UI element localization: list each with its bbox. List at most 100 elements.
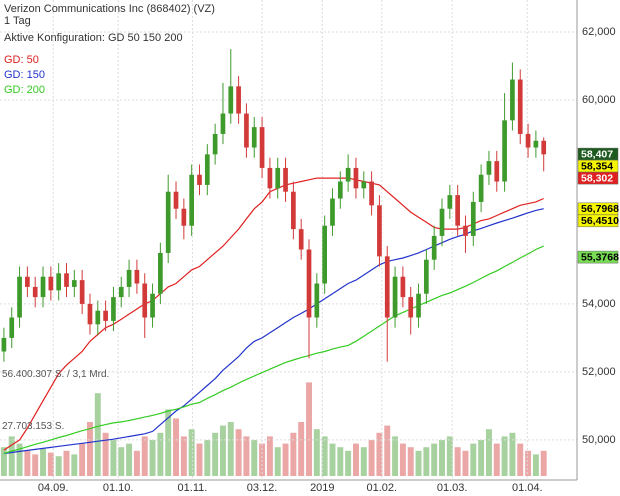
volume-bar [337,447,344,476]
moving-average-line [3,208,544,455]
volume-bar [55,456,62,476]
volume-bar [399,443,406,476]
moving-average-line [3,177,544,451]
volume-bar [133,450,140,476]
volume-bar [157,432,164,476]
x-tick-label: 03.12. [247,482,278,494]
volume-bar [352,443,359,476]
candle-body [283,167,288,192]
candle-body [1,337,7,352]
candle-body [32,286,38,298]
volume-bar [540,450,547,476]
volume-bar [462,450,469,476]
candle-body [103,310,108,321]
volume-tick-label: 27.703.153 S. [2,421,64,432]
volume-bar [439,440,445,476]
volume-bar [173,418,179,476]
volume-bar [478,440,485,476]
price-label-box [577,250,619,264]
candle-body [322,225,328,284]
price-label: 56,4510 [581,215,619,227]
volume-bar [360,447,367,476]
volume-bar [212,432,219,476]
candle-body [408,297,414,318]
price-label: 55,3768 [581,251,619,263]
candle-body [424,259,429,294]
candle-body [150,293,155,318]
volume-bar [509,432,516,476]
candle-body [525,133,531,148]
candle-body [369,181,374,206]
volume-bar [32,454,39,476]
candle-body [291,191,296,230]
candle-body [118,286,124,298]
chart-subtitle: 1 Tag [4,15,31,27]
candle-body [510,79,515,121]
candle-body [392,276,398,318]
volume-bar [485,429,492,476]
candle-body [48,276,54,291]
candle-layer [1,48,547,362]
candle-body [259,127,265,168]
x-tick-label: 01.11. [178,482,208,494]
volume-bar [266,436,273,476]
volume-bar [219,425,226,476]
volume-bar [274,447,281,476]
volume-bar [446,436,453,476]
candle-body [361,181,367,189]
candle-body [486,161,492,175]
volume-bar [384,425,391,476]
candle-body [455,195,460,226]
volume-bar [532,454,539,476]
ma-layer [3,177,544,455]
volume-bar [243,436,250,476]
volume-bar [204,440,211,476]
candle-body [533,140,539,148]
volume-bar [376,432,383,476]
candle-body [470,201,476,236]
legend-label: GD: 150 [4,69,45,81]
x-tick-label: 04.09. [38,482,69,494]
price-label-box [577,214,619,228]
candle-body [345,167,351,182]
y-tick-label: 52,000 [582,366,616,378]
x-tick-label: 2019 [310,482,334,494]
volume-bar [165,409,172,476]
volume-bar [235,429,242,476]
candle-body [298,229,304,250]
x-tick-label: 01.03. [437,482,468,494]
volume-bar [94,393,101,476]
volume-bar [63,450,70,476]
volume-bar [71,454,78,476]
candle-body [158,252,163,294]
volume-bar [517,443,524,476]
text-layer: Verizon Communications Inc (868402) (VZ)… [2,3,619,494]
volume-bar [47,452,54,476]
volume-bar [392,436,399,476]
candle-body [447,195,453,209]
candle-body [314,283,320,318]
price-label: 58,407 [581,148,613,160]
candle-body [17,276,22,318]
volume-bar [118,447,125,476]
volume-bar [126,443,133,476]
price-label: 58,354 [581,160,613,172]
candle-body [275,167,281,189]
candle-body [353,167,359,189]
candle-body [212,133,218,155]
volume-bar [86,422,93,476]
candle-body [95,310,101,325]
volume-bar [407,447,414,476]
candle-body [71,280,77,287]
candle-body [56,273,62,291]
volume-bar [0,447,7,476]
volume-bar [431,443,438,476]
candle-body [134,269,140,284]
candle-body [142,283,148,318]
candle-body [377,205,382,257]
candle-body [228,86,234,114]
volume-bar [110,440,117,476]
volume-bar [188,429,195,476]
volume-bar [16,443,23,476]
